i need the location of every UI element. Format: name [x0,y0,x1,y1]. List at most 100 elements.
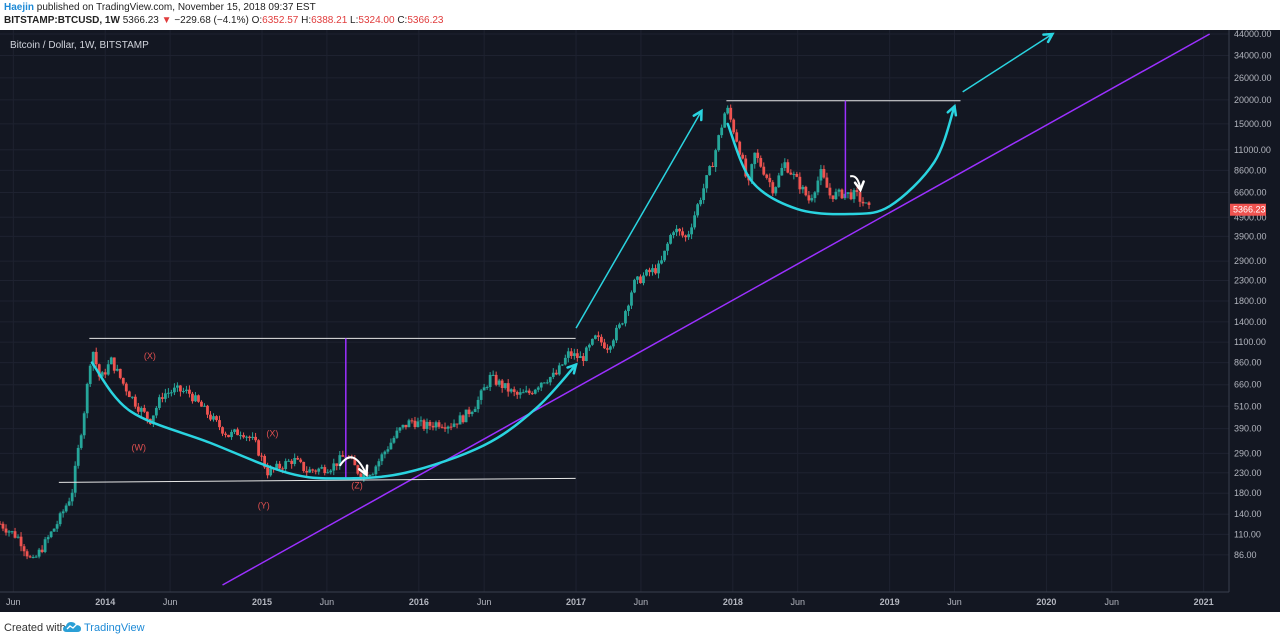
candle-body [428,421,432,426]
x-tick-label: 2020 [1036,597,1056,607]
candle-body [160,397,164,399]
candle-body [729,107,733,120]
candle-body [323,467,327,474]
candle-body [136,406,140,412]
candle-body [212,416,215,420]
candle-body [801,186,805,190]
candle-body [28,556,32,558]
candle-body [756,152,760,159]
candle-body [858,191,862,202]
candle-body [539,382,543,388]
white-arrowhead [357,464,369,477]
candle-body [494,374,498,385]
candle-body [169,392,173,394]
candle-body [218,420,221,428]
x-tick-label: Jun [1104,597,1119,607]
candle-body [789,172,793,175]
y-tick-label: 1400.00 [1234,317,1267,327]
candle-body [311,469,315,471]
candle-body [245,436,248,438]
y-tick-label: 11000.00 [1234,145,1271,155]
candle-body [79,435,83,448]
x-tick-label: Jun [6,597,21,607]
x-tick-label: Jun [790,597,805,607]
cyan-curve-arrowhead [946,103,958,117]
candle-body [287,460,291,462]
candle-body [206,405,209,415]
candle-body [284,461,288,469]
candle-body [618,324,621,328]
candle-body [254,436,257,441]
x-tick-label: Jun [634,597,649,607]
candle-body [536,387,540,390]
candle-body [753,152,757,165]
candle-body [76,447,80,466]
current-price-badge [1230,203,1266,216]
candle-body [792,173,796,175]
candle-body [663,250,666,261]
candle-body [464,409,468,423]
candle-body [64,505,68,512]
candle-body [512,389,516,392]
chart-area[interactable]: Bitcoin / Dollar, 1W, BITSTAMP 86.00 110.0… [0,30,1280,612]
candle-body [203,405,206,407]
candle-body [85,383,89,414]
candle-body [726,107,730,114]
tradingview-link[interactable]: TradingView [84,622,145,634]
candle-body [37,549,41,557]
cyan-cup-curve [726,105,956,216]
symbol-label: BITSTAMP:BTCUSD, 1W [4,15,120,26]
candle-body [840,189,844,199]
candle-body [654,268,657,274]
candle-body [269,468,273,476]
candle-body [308,469,312,473]
candle-body [633,279,636,293]
x-tick-label: 2017 [566,597,586,607]
candle-body [127,391,131,398]
candle-body [828,187,832,196]
candle-body [191,393,194,402]
candle-body [46,537,50,540]
wave-label: (Z) [351,481,363,491]
candle-body [332,463,336,471]
x-tick-label: Jun [477,597,492,607]
candle-body [431,425,435,428]
price-chart[interactable]: Bitcoin / Dollar, 1W, BITSTAMP 86.00 110.0… [0,30,1280,612]
candle-body [690,227,694,235]
candle-body [458,415,462,425]
candle-body [434,422,438,428]
cyan-curve-arrowhead [566,362,578,375]
cyan-arrow-line [575,110,703,329]
candle-body [831,195,835,200]
candle-body [735,132,739,142]
y-tick-label: 2900.00 [1234,256,1267,266]
current-price-label: 5366.23 [1233,205,1266,215]
candle-body [179,385,182,392]
candle-body [157,397,161,408]
candle-body [230,431,233,438]
candle-body [675,228,678,233]
candle-body [224,433,227,435]
candle-body [473,409,477,412]
candle-body [624,311,627,324]
candle-body [200,401,203,407]
candle-body [43,539,47,553]
candle-body [356,465,360,474]
y-tick-label: 2300.00 [1234,275,1267,285]
candle-body [596,335,600,337]
candle-body [118,368,122,378]
candle-body [139,407,143,412]
cyan-arrowhead [692,108,703,122]
candle-body [717,135,721,151]
candle-body [545,382,549,384]
candle-body [302,461,306,471]
candle-body [807,195,811,201]
candle-body [491,374,495,376]
candle-body [506,383,510,392]
candle-body [293,458,297,464]
candle-body [106,364,110,375]
candle-body [353,458,357,466]
author-link[interactable]: Haejin [4,2,35,13]
white-arrowhead [853,180,865,193]
candle-body [639,276,642,284]
